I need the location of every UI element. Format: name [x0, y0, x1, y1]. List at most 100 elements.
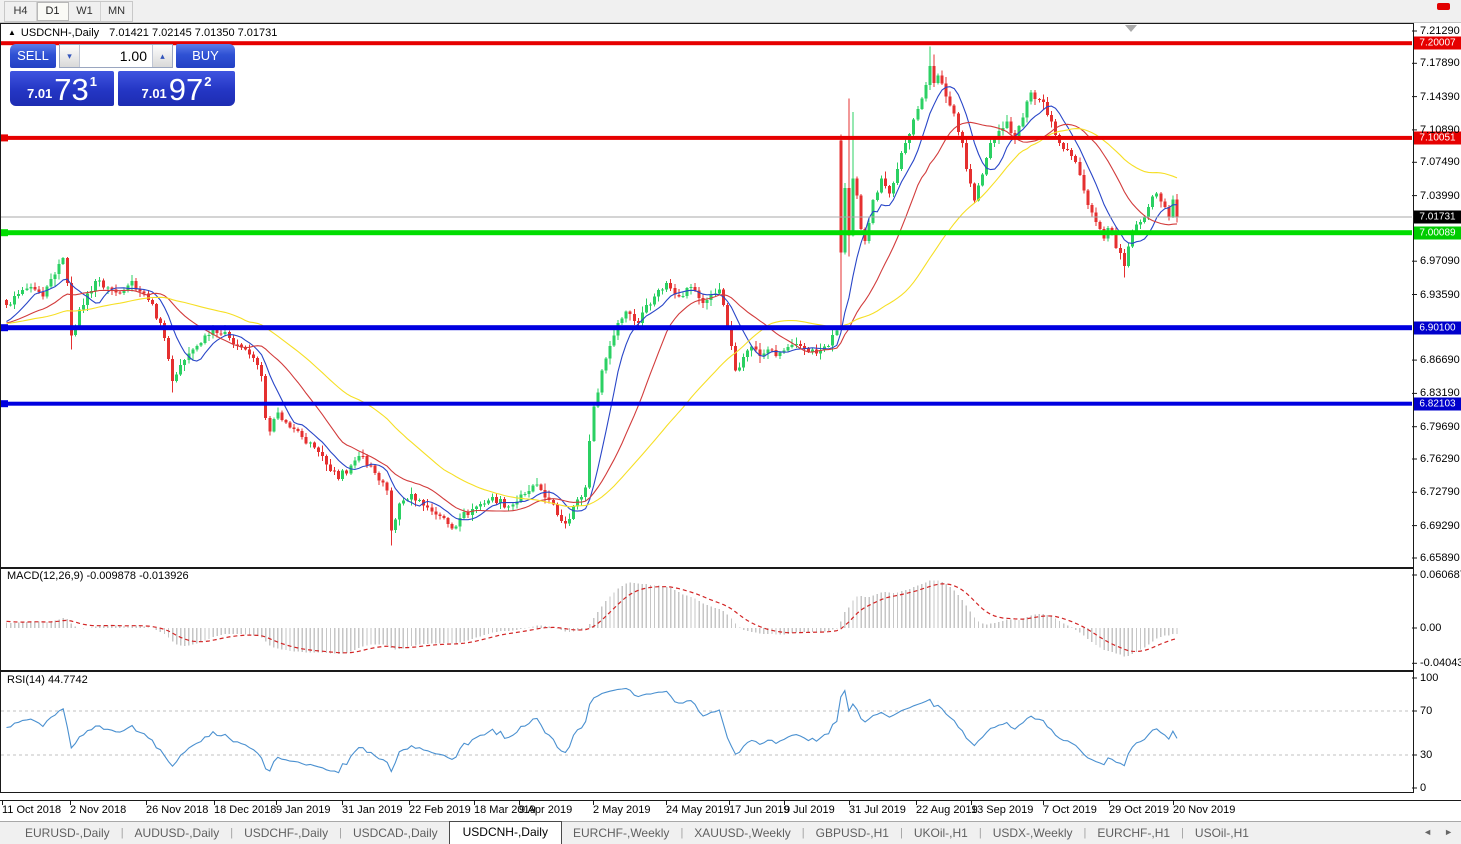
hline-6.82103[interactable] — [1, 401, 1412, 406]
tab-usdx-weekly[interactable]: USDX-,Weekly — [992, 826, 1073, 840]
candles — [5, 46, 1179, 546]
timeframe-button-h4[interactable]: H4 — [5, 2, 37, 21]
tab-separator: | — [899, 827, 903, 839]
date-label-13: 31 Jul 2019 — [849, 804, 906, 816]
hline-7.01731[interactable] — [1, 216, 1412, 218]
date-label-9: 2 May 2019 — [593, 804, 651, 816]
price-tick-6.86690: 6.86690 — [1420, 354, 1460, 367]
date-label-15: 13 Sep 2019 — [971, 804, 1034, 816]
tab-eurusd-daily[interactable]: EURUSD-,Daily — [25, 826, 110, 840]
date-label-12: 9 Jul 2019 — [784, 804, 835, 816]
hline-handle-6.82103[interactable] — [1, 400, 8, 408]
price-tick-6.65890: 6.65890 — [1420, 552, 1460, 564]
timeframe-button-d1[interactable]: D1 — [37, 2, 69, 21]
macd-tick-0.060687: 0.060687 — [1420, 569, 1461, 581]
volume-increase-button[interactable]: ▴ — [152, 45, 172, 67]
rsi-indicator-label: RSI(14) 44.7742 — [7, 674, 88, 686]
buy-price-display[interactable]: 7.01 97 2 — [118, 71, 235, 106]
chart-symbol-title: USDCNH-,Daily — [20, 27, 100, 39]
date-label-2: 26 Nov 2018 — [146, 804, 209, 816]
one-click-trading-panel: SELL ▾ 1.00 ▴ BUY 7.01 73 1 7.01 97 2 — [10, 44, 235, 106]
price-tick-7.21290: 7.21290 — [1420, 25, 1460, 37]
tab-usoil-h1[interactable]: USOil-,H1 — [1194, 826, 1249, 840]
date-label-11: 17 Jun 2019 — [729, 804, 790, 816]
tab-eurchf-weekly[interactable]: EURCHF-,Weekly — [572, 826, 670, 840]
hline-handle-7.10051[interactable] — [1, 134, 8, 142]
price-level-badge-7.01731: 7.01731 — [1414, 210, 1461, 224]
sell-price-small: 7.01 — [26, 86, 53, 101]
timeframe-button-mn[interactable]: MN — [107, 5, 126, 17]
tab-xauusd-weekly[interactable]: XAUUSD-,Weekly — [694, 826, 791, 840]
tab-scroll-right-icon[interactable]: ► — [1444, 827, 1453, 837]
hline-handle-7.00089[interactable] — [1, 229, 8, 237]
sell-price-pip: 1 — [89, 74, 98, 89]
price-tick-7.03990: 7.03990 — [1420, 189, 1460, 202]
tab-usdcad-daily[interactable]: USDCAD-,Daily — [352, 826, 438, 840]
sell-button[interactable]: SELL — [10, 44, 56, 68]
time-axis-line — [0, 800, 1461, 801]
volume-decrease-button[interactable]: ▾ — [60, 45, 80, 67]
sell-price-display[interactable]: 7.01 73 1 — [10, 71, 114, 106]
tab-separator: | — [801, 827, 805, 839]
price-tick-6.76290: 6.76290 — [1420, 453, 1460, 465]
tab-scroll-left-icon[interactable]: ◄ — [1423, 827, 1433, 837]
timeframe-toolbar: H4 D1 W1 MN — [0, 0, 1461, 23]
symbol-tab-bar: EURUSD-,Daily | AUDUSD-,Daily | USDCHF-,Dail… — [0, 821, 1461, 844]
date-label-0: 11 Oct 2018 — [2, 804, 62, 816]
tab-audusd-daily[interactable]: AUDUSD-,Daily — [134, 826, 220, 840]
macd-tick-0.00: 0.00 — [1420, 622, 1442, 634]
tab-ukoil-h1[interactable]: UKOil-,H1 — [913, 826, 968, 840]
tab-separator: | — [230, 827, 234, 839]
date-label-5: 31 Jan 2019 — [342, 804, 403, 816]
timeframe-button-group: H4 D1 W1 MN — [4, 1, 133, 22]
tab-usdchf-daily[interactable]: USDCHF-,Daily — [244, 826, 329, 840]
moving-average-8 — [6, 86, 1178, 521]
rsi-tick-100: 100 — [1420, 672, 1439, 684]
price-tick-6.79690: 6.79690 — [1420, 420, 1460, 433]
macd-tick--0.040432: -0.040432 — [1420, 657, 1461, 670]
price-level-badge-7.00089: 7.00089 — [1414, 226, 1461, 240]
hline-6.90100[interactable] — [1, 325, 1412, 331]
tab-scroll-arrows: ◄ ► — [1423, 828, 1453, 837]
date-label-18: 20 Nov 2019 — [1173, 804, 1236, 816]
tab-separator: | — [339, 827, 342, 839]
date-label-4: 9 Jan 2019 — [276, 804, 331, 816]
price-level-badge-6.90100: 6.90100 — [1414, 321, 1461, 335]
tab-separator: | — [1181, 827, 1184, 839]
buy-price-pip: 2 — [204, 74, 212, 89]
date-label-14: 22 Aug 2019 — [916, 804, 978, 816]
price-tick-7.14390: 7.14390 — [1420, 90, 1460, 103]
chart-shift-marker-icon[interactable] — [1125, 25, 1137, 32]
hline-7.10051[interactable] — [1, 135, 1412, 140]
date-label-1: 2 Nov 2018 — [70, 804, 127, 816]
price-level-badge-6.82103: 6.82103 — [1414, 397, 1461, 411]
hline-handle-6.90100[interactable] — [1, 324, 8, 332]
buy-button[interactable]: BUY — [176, 44, 235, 68]
macd-signal-line — [6, 583, 1178, 654]
date-label-8: 9 Apr 2019 — [519, 804, 573, 816]
tab-gbpusd-h1[interactable]: GBPUSD-,H1 — [815, 826, 889, 840]
price-tick-7.07490: 7.07490 — [1420, 156, 1460, 169]
rsi-tick-30: 30 — [1420, 749, 1433, 761]
date-label-16: 7 Oct 2019 — [1043, 804, 1097, 816]
tab-usdcnh-daily[interactable]: USDCNH-,Daily — [448, 821, 562, 844]
rsi-tick-70: 70 — [1420, 705, 1433, 717]
price-tick-6.97090: 6.97090 — [1420, 255, 1460, 268]
tab-eurchf-h1[interactable]: EURCHF-,H1 — [1097, 826, 1171, 840]
price-level-badge-7.20007: 7.20007 — [1414, 36, 1461, 50]
price-tick-6.69290: 6.69290 — [1420, 519, 1460, 532]
price-tick-6.93590: 6.93590 — [1420, 288, 1460, 301]
hline-7.20007[interactable] — [1, 41, 1412, 46]
tab-separator: | — [1083, 827, 1087, 839]
date-label-7: 18 Mar 2019 — [474, 804, 536, 816]
volume-input[interactable]: 1.00 — [119, 48, 147, 64]
macd-histogram — [5, 580, 1178, 657]
price-tick-7.17890: 7.17890 — [1420, 57, 1460, 70]
timeframe-button-w1[interactable]: W1 — [69, 2, 101, 21]
volume-control: ▾ 1.00 ▴ — [59, 44, 173, 68]
collapse-panel-icon[interactable]: ▲ — [8, 28, 16, 37]
rsi-line — [6, 687, 1178, 774]
hline-7.00089[interactable] — [1, 230, 1412, 236]
chart-ohlc-values: 7.01421 7.02145 7.01350 7.01731 — [109, 27, 278, 39]
